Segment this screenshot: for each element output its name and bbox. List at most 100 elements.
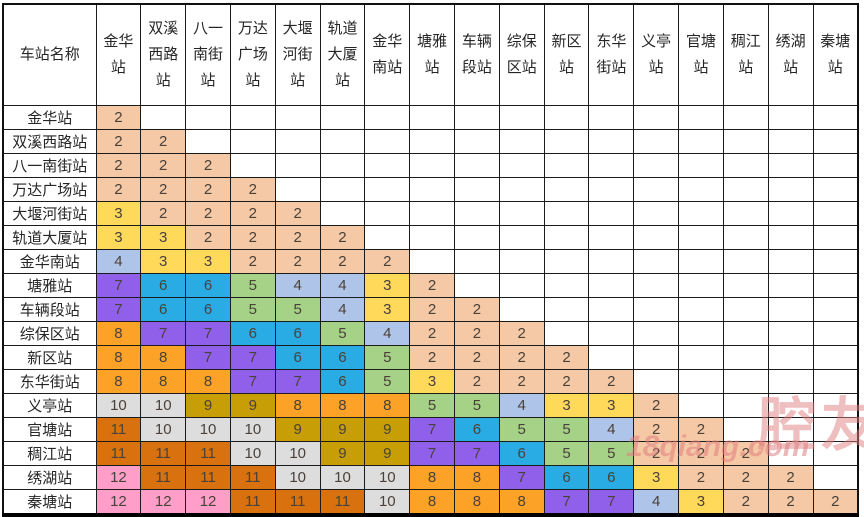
fare-cell: 2 [767, 465, 814, 490]
empty-cell [722, 153, 769, 178]
fare-cell: 3 [543, 393, 590, 418]
empty-cell [722, 297, 769, 322]
empty-cell [409, 129, 455, 154]
fare-cell: 4 [498, 393, 545, 418]
fare-cell: 3 [140, 225, 187, 250]
row-header-station: 官塘站 [2, 417, 97, 442]
empty-cell [722, 369, 769, 394]
empty-cell [767, 153, 814, 178]
fare-cell: 2 [185, 225, 231, 250]
table-row: 车辆段站 7 6 6 5 5 4 3 2 2 [2, 297, 859, 322]
empty-cell [454, 225, 500, 250]
empty-cell [454, 105, 500, 130]
empty-cell [319, 129, 366, 154]
row-header-station: 金华站 [2, 105, 97, 130]
empty-cell [678, 129, 724, 154]
fare-cell: 8 [95, 321, 142, 346]
fare-cell: 2 [543, 345, 590, 370]
fare-cell: 3 [140, 249, 187, 274]
fare-cell: 10 [319, 465, 366, 490]
row-header-station: 金华南站 [2, 249, 97, 274]
fare-cell: 5 [409, 393, 455, 418]
empty-cell [812, 345, 859, 370]
fare-cell: 7 [409, 441, 455, 466]
fare-cell: 2 [454, 297, 500, 322]
column-header-station: 金华站 [95, 3, 142, 106]
fare-cell: 8 [498, 489, 545, 517]
fare-cell: 6 [229, 321, 276, 346]
empty-cell [409, 153, 455, 178]
fare-cell: 2 [543, 369, 590, 394]
row-header-station: 大堰河街站 [2, 201, 97, 226]
fare-cell: 2 [95, 129, 142, 154]
table-row: 金华南站 4 3 3 2 2 2 2 [2, 249, 859, 274]
fare-cell: 2 [409, 321, 455, 346]
fare-cell: 2 [722, 465, 769, 490]
empty-cell [543, 177, 590, 202]
fare-cell: 8 [95, 345, 142, 370]
empty-cell [633, 273, 680, 298]
fare-cell: 5 [543, 417, 590, 442]
fare-cell: 2 [722, 441, 769, 466]
table-row: 万达广场站 2 2 2 2 [2, 177, 859, 202]
fare-cell: 2 [498, 369, 545, 394]
empty-cell [767, 249, 814, 274]
fare-cell: 10 [364, 489, 411, 517]
fare-cell: 8 [140, 369, 187, 394]
table-row: 轨道大厦站 3 3 2 2 2 2 [2, 225, 859, 250]
fare-cell: 7 [185, 345, 231, 370]
fare-cell: 2 [812, 489, 859, 517]
column-header-station: 塘雅站 [409, 3, 455, 106]
fare-cell: 2 [95, 153, 142, 178]
empty-cell [409, 249, 455, 274]
empty-cell [498, 153, 545, 178]
empty-cell [678, 321, 724, 346]
fare-cell: 10 [364, 465, 411, 490]
fare-cell: 2 [678, 417, 724, 442]
fare-cell: 11 [95, 417, 142, 442]
empty-cell [722, 201, 769, 226]
empty-cell [543, 249, 590, 274]
fare-cell: 6 [319, 345, 366, 370]
empty-cell [767, 369, 814, 394]
fare-cell: 5 [229, 273, 276, 298]
empty-cell [588, 177, 635, 202]
fare-cell: 4 [588, 417, 635, 442]
fare-cell: 8 [274, 393, 321, 418]
empty-cell [543, 297, 590, 322]
empty-cell [633, 321, 680, 346]
fare-cell: 6 [274, 321, 321, 346]
fare-cell: 8 [409, 489, 455, 517]
empty-cell [767, 177, 814, 202]
fare-cell: 5 [498, 417, 545, 442]
empty-cell [633, 249, 680, 274]
fare-cell: 2 [229, 201, 276, 226]
empty-cell [812, 465, 859, 490]
empty-cell [409, 177, 455, 202]
fare-cell: 2 [498, 345, 545, 370]
empty-cell [588, 345, 635, 370]
fare-cell: 11 [185, 465, 231, 490]
fare-cell: 3 [364, 273, 411, 298]
empty-cell [454, 153, 500, 178]
empty-cell [498, 177, 545, 202]
empty-cell [633, 129, 680, 154]
fare-cell: 2 [633, 393, 680, 418]
empty-cell [767, 225, 814, 250]
column-header-station: 秦塘站 [812, 3, 859, 106]
empty-cell [812, 177, 859, 202]
fare-cell: 7 [543, 489, 590, 517]
empty-cell [812, 297, 859, 322]
empty-cell [678, 393, 724, 418]
fare-cell: 5 [364, 369, 411, 394]
fare-cell: 2 [95, 177, 142, 202]
fare-cell: 11 [274, 489, 321, 517]
fare-cell: 3 [633, 465, 680, 490]
fare-cell: 2 [409, 345, 455, 370]
fare-cell: 6 [274, 345, 321, 370]
fare-cell: 2 [633, 417, 680, 442]
column-header-station: 新区站 [543, 3, 590, 106]
fare-cell: 11 [95, 441, 142, 466]
empty-cell [319, 201, 366, 226]
fare-cell: 3 [364, 297, 411, 322]
